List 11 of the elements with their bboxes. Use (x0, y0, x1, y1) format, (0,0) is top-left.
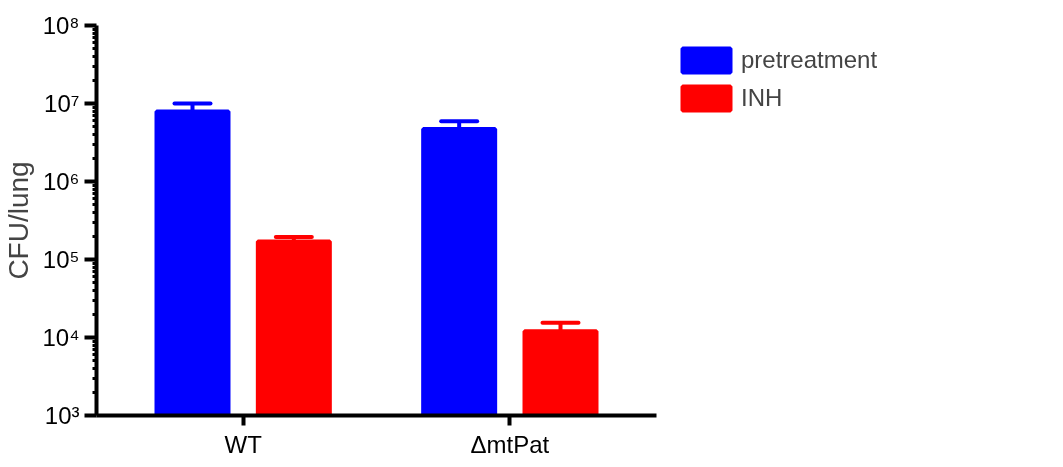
y-tick-label: 10⁷ (44, 90, 80, 117)
y-tick-label: 10⁸ (42, 12, 80, 39)
legend-label: pretreatment (741, 46, 878, 74)
x-tick-label: WT (224, 430, 263, 458)
y-axis-title: CFU/lung (3, 161, 35, 280)
legend-label: INH (741, 84, 783, 112)
y-tick-label: 10⁴ (42, 324, 80, 351)
y-tick-label: 10⁶ (42, 168, 80, 195)
x-tick-label: ΔmtPat (470, 430, 550, 458)
y-tick-label: 10⁵ (42, 246, 80, 273)
y-tick-label: 10³ (44, 402, 80, 429)
